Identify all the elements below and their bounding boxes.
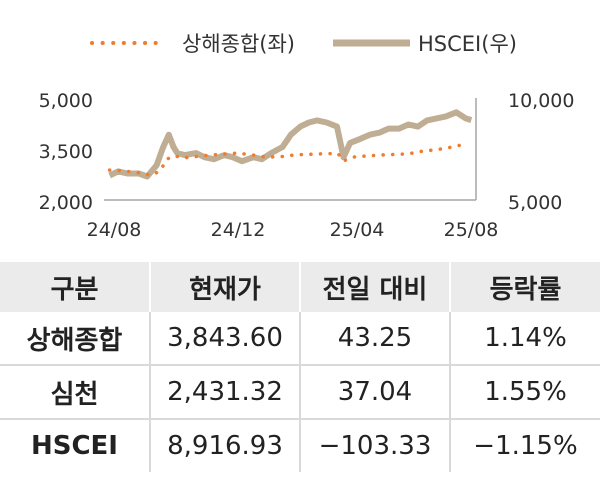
row-rate: 1.55% bbox=[450, 365, 600, 420]
y-right-tick: 5,000 bbox=[508, 192, 562, 214]
row-name: 상해종합 bbox=[0, 312, 151, 366]
x-tick: 25/08 bbox=[444, 219, 499, 241]
y-left-tick: 5,000 bbox=[39, 90, 93, 112]
header-rate: 등락률 bbox=[450, 262, 600, 312]
table-row: 상해종합 3,843.60 43.25 1.14% bbox=[0, 312, 600, 366]
table-row: 심천 2,431.32 37.04 1.55% bbox=[0, 365, 600, 420]
table-row: HSCEI 8,916.93 −103.33 −1.15% bbox=[0, 419, 600, 472]
row-rate: −1.15% bbox=[473, 431, 578, 461]
series-layer bbox=[107, 109, 473, 180]
row-rate: 1.14% bbox=[450, 312, 600, 366]
legend-label-hscei: HSCEI(우) bbox=[418, 32, 517, 56]
x-tick: 24/08 bbox=[87, 219, 142, 241]
row-price: 8,916.93 bbox=[150, 419, 301, 472]
header-change: 전일 대비 bbox=[300, 262, 451, 312]
x-tick: 25/04 bbox=[330, 219, 385, 241]
x-tick: 24/12 bbox=[211, 219, 266, 241]
y-left-tick: 2,000 bbox=[39, 192, 93, 214]
row-change: 43.25 bbox=[300, 312, 451, 366]
index-table: 구분 현재가 전일 대비 등락률 상해종합 3,843.60 43.25 1.1… bbox=[0, 262, 600, 472]
legend: 상해종합(좌) HSCEI(우) bbox=[90, 32, 517, 56]
series-line-shanghai bbox=[107, 142, 468, 178]
y-right-tick: 10,000 bbox=[508, 90, 574, 112]
table-header-row: 구분 현재가 전일 대비 등락률 bbox=[0, 262, 600, 312]
index-chart: 상해종합(좌) HSCEI(우) 5,000 3,500 2,000 10,00… bbox=[39, 32, 575, 241]
y-left-tick: 3,500 bbox=[39, 141, 93, 163]
row-price: 2,431.32 bbox=[150, 365, 301, 420]
legend-label-shanghai: 상해종합(좌) bbox=[182, 32, 295, 56]
header-price: 현재가 bbox=[150, 262, 301, 312]
row-name: 심천 bbox=[0, 365, 151, 420]
row-price: 3,843.60 bbox=[150, 312, 301, 366]
series-line-hscei bbox=[108, 109, 473, 180]
row-change: 37.04 bbox=[300, 365, 451, 420]
header-category: 구분 bbox=[0, 262, 151, 312]
row-change: −103.33 bbox=[300, 419, 451, 472]
axes: 5,000 3,500 2,000 10,000 5,000 24/08 24/… bbox=[39, 90, 575, 241]
row-name: HSCEI bbox=[0, 419, 151, 472]
